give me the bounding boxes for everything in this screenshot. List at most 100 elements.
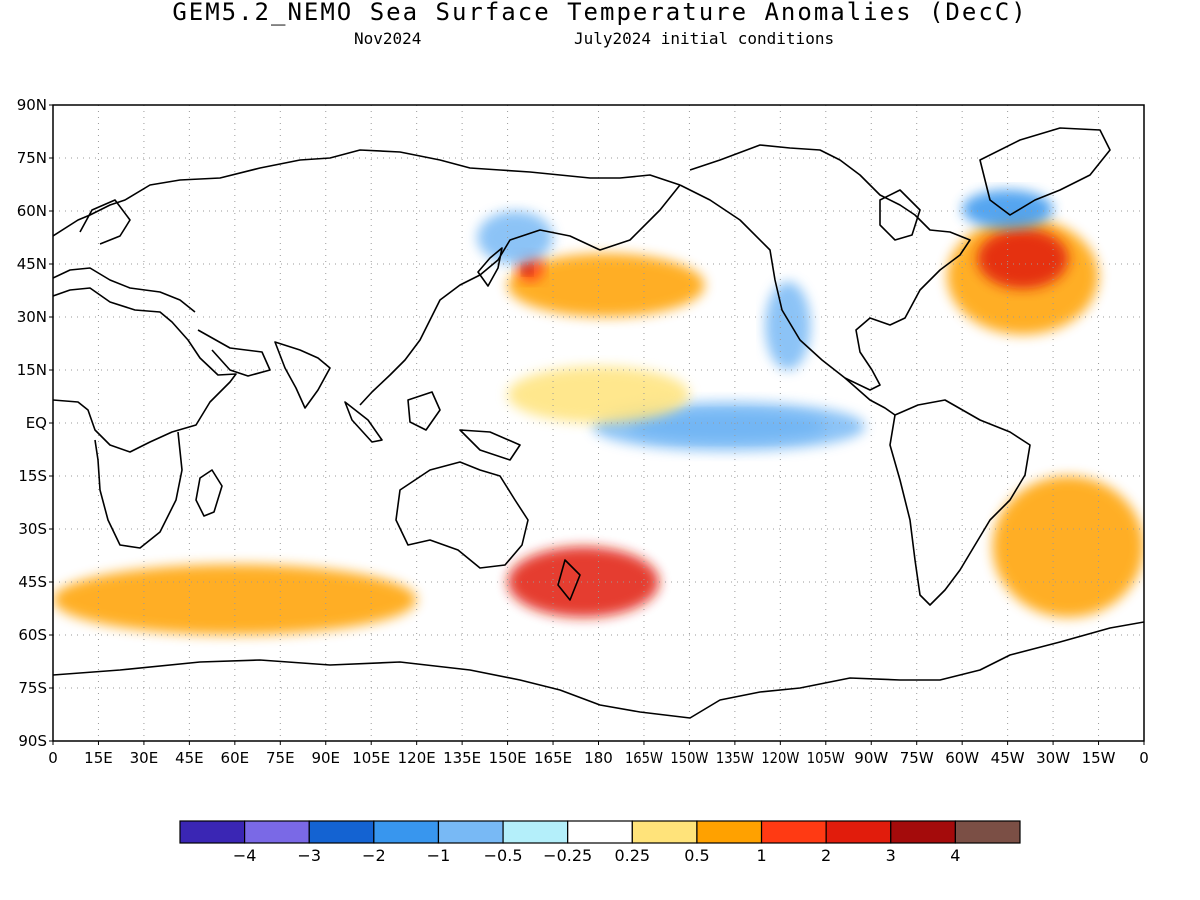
lon-tick-label: 105E (352, 749, 390, 767)
lon-tick-label: 120W (761, 749, 799, 767)
colorbar-label: −0.5 (484, 846, 523, 865)
lon-tick-label: 30W (1036, 749, 1070, 767)
colorbar-swatch (760, 820, 827, 844)
map-title: GEM5.2_NEMO Sea Surface Temperature Anom… (172, 0, 1028, 26)
lon-tick-label: 105W (807, 749, 845, 767)
colorbar-swatch (373, 820, 440, 844)
lon-tick-label: 0 (48, 749, 58, 767)
lat-tick-label: 90N (17, 96, 47, 114)
colorbar-label: 0.25 (614, 846, 650, 865)
coastline-arabia (197, 329, 271, 377)
colorbar-swatch (502, 820, 569, 844)
anomaly-tasman-sea-warm (507, 546, 660, 618)
coastline-borneo (407, 391, 441, 431)
latitude-axis: 90N 75N 60N 45N 30N 15N EQ 15S 30S 45S 60S 75S 90S (17, 96, 53, 750)
forecast-month: Nov2024 (354, 29, 422, 48)
colorbar-label: −1 (427, 846, 451, 865)
colorbar-swatch (825, 820, 892, 844)
lat-tick-label: 45S (18, 573, 47, 591)
lat-tick-label: 30N (17, 308, 47, 326)
colorbar-swatch (437, 820, 504, 844)
coastline-sumatra (344, 401, 383, 443)
coastline-scandinavia (79, 199, 131, 245)
lon-tick-label: 60W (945, 749, 979, 767)
colorbar-swatch (308, 820, 375, 844)
coastline-antarctica (53, 621, 1144, 719)
anomaly-north-atlantic-subpolar-cold (962, 189, 1054, 229)
colorbar-swatch (179, 820, 246, 844)
colorbar-label: 4 (950, 846, 960, 865)
anomaly-central-pacific-warm-band (507, 366, 690, 423)
lat-tick-label: 15N (17, 361, 47, 379)
lon-tick-label: 0 (1139, 749, 1149, 767)
anomaly-south-atlantic-warm (992, 476, 1144, 618)
lon-tick-label: 60E (221, 749, 250, 767)
coastline-south-america (889, 399, 1031, 606)
colorbar-swatch (631, 820, 698, 844)
colorbar-label: 1 (756, 846, 766, 865)
anomaly-kuroshio-max (522, 264, 532, 275)
coastline-southern-africa (94, 431, 183, 549)
coastline-mediterranean (53, 267, 196, 313)
lon-tick-label: 165E (534, 749, 572, 767)
colorbar-label: −3 (297, 846, 321, 865)
colorbar-swatch (696, 820, 763, 844)
lat-tick-label: 90S (18, 732, 47, 750)
coastline-central-america (844, 377, 896, 416)
coastline-new-zealand (557, 559, 581, 601)
lon-tick-label: 90W (854, 749, 888, 767)
colorbar-swatch (890, 820, 956, 844)
lon-tick-label: 165W (625, 749, 663, 767)
coastline-japan (477, 247, 503, 287)
lat-tick-label: 30S (18, 520, 47, 538)
colorbar-label: −0.25 (543, 846, 592, 865)
colorbar-swatch (244, 820, 310, 844)
anomaly-north-pacific-warm-blob (507, 253, 705, 317)
lat-tick-label: 45N (17, 255, 47, 273)
lon-tick-label: 75E (266, 749, 295, 767)
colorbar-swatch (567, 820, 633, 844)
coastline-new-guinea (459, 429, 521, 461)
anomaly-california-current-cold (765, 281, 811, 371)
lat-tick-label: 75N (17, 149, 47, 167)
lon-tick-label: 30E (130, 749, 159, 767)
lat-tick-label: EQ (26, 414, 47, 432)
colorbar-label: 0.5 (684, 846, 709, 865)
lon-tick-label: 15W (1082, 749, 1116, 767)
lon-tick-label: 150W (670, 749, 708, 767)
coastline-africa (53, 287, 237, 453)
lon-tick-label: 135E (443, 749, 481, 767)
colorbar: −4 −3 −2 −1 −0.5 −0.25 0.25 0.5 1 2 3 4 (179, 820, 1021, 865)
lat-tick-label: 60N (17, 202, 47, 220)
colorbar-label: 2 (821, 846, 831, 865)
lon-tick-label: 90E (311, 749, 340, 767)
lon-tick-label: 45E (175, 749, 204, 767)
lon-tick-label: 180 (584, 749, 613, 767)
lat-tick-label: 75S (18, 679, 47, 697)
coastline-madagascar (195, 469, 223, 517)
coastlines (53, 127, 1144, 719)
anomaly-southern-ocean-warm-band (53, 564, 417, 636)
colorbar-label: −4 (233, 846, 257, 865)
coastline-australia (395, 461, 529, 569)
anomaly-gulf-stream-core (977, 228, 1069, 289)
initial-conditions-label: July2024 initial conditions (574, 29, 835, 48)
coastline-hudson-bay (879, 189, 921, 241)
lon-tick-label: 135W (716, 749, 754, 767)
coastline-north-america (679, 144, 971, 391)
lon-tick-label: 75W (900, 749, 934, 767)
lat-tick-label: 60S (18, 626, 47, 644)
coastline-india (274, 341, 331, 409)
lat-lon-grid (53, 105, 1144, 741)
lat-tick-label: 15S (18, 467, 47, 485)
lon-tick-label: 15E (84, 749, 113, 767)
colorbar-swatch (954, 820, 1021, 844)
lon-tick-label: 120E (398, 749, 436, 767)
longitude-axis: 0 15E 30E 45E 60E 75E 90E 105E 120E 135E 150E 165E 1… (48, 741, 1149, 767)
coastline-greenland (979, 127, 1111, 216)
colorbar-label: −2 (362, 846, 386, 865)
lon-tick-label: 150E (489, 749, 527, 767)
colorbar-label: 3 (886, 846, 896, 865)
lon-tick-label: 45W (991, 749, 1025, 767)
